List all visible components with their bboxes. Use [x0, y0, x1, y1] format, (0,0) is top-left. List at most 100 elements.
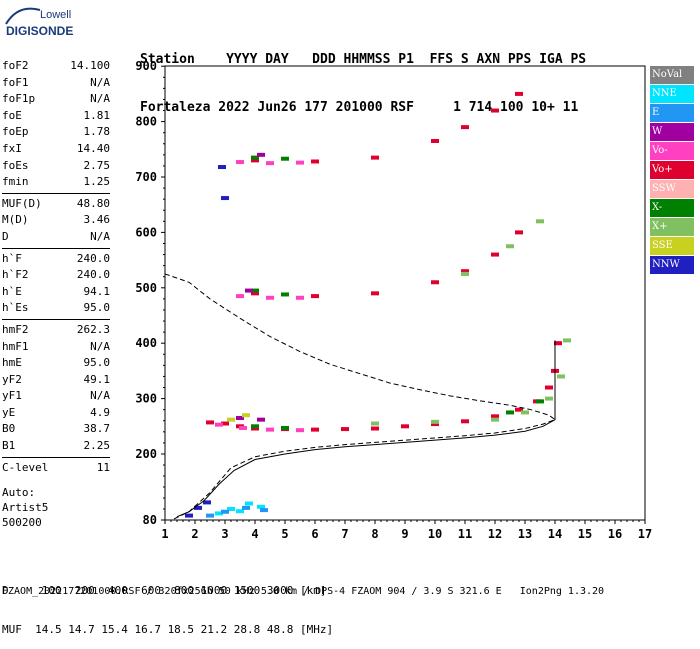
legend-item: Vo+ [650, 161, 694, 179]
echo-point [563, 338, 571, 343]
x-tick-label: 3 [221, 527, 228, 541]
x-tick-label: 16 [608, 527, 622, 541]
y-tick-label: 500 [135, 281, 157, 295]
echo-point [215, 511, 223, 516]
parameter-name: foF1 [2, 75, 29, 89]
artist-code: 500200 [2, 516, 42, 529]
echo-point [257, 417, 265, 422]
parameter-name: foEp [2, 125, 29, 139]
legend-item: NNE [650, 85, 694, 103]
parameter-name: foEs [2, 158, 29, 172]
echo-point [257, 152, 265, 157]
echo-point [251, 288, 259, 293]
echo-point [206, 420, 214, 425]
parameter-row: MUF(D) 48.80 [2, 196, 110, 213]
parameter-name: B1 [2, 439, 16, 453]
echo-point [461, 419, 469, 424]
echo-point [545, 396, 553, 401]
logo-arc-icon [5, 7, 41, 25]
echo-point [371, 421, 379, 426]
echo-point [206, 513, 214, 518]
echo-point [536, 399, 544, 404]
y-tick-label: 700 [135, 170, 157, 184]
echo-point [221, 421, 229, 426]
echo-point [215, 422, 223, 427]
station-header: Station YYYY DAY DDD HHMMSS P1 FFS S AXN… [140, 20, 586, 132]
parameter-name: foE [2, 108, 22, 122]
echo-point [311, 294, 319, 299]
parameter-value: 2.75 [83, 158, 111, 172]
parameter-row: foF1p N/A [2, 91, 110, 108]
echo-point [515, 91, 523, 96]
echo-point [245, 288, 253, 293]
distance-scale: D 100 200 400 600 800 1000 1500 3000 [km… [2, 584, 327, 597]
parameter-row: h`Es 95.0 [2, 300, 110, 317]
x-tick-label: 15 [578, 527, 592, 541]
legend-item: NNW [650, 256, 694, 274]
parameter-value: 95.0 [83, 301, 111, 315]
parameter-row: M(D) 3.46 [2, 212, 110, 229]
electron-density-profile [164, 273, 557, 520]
echo-point [401, 424, 409, 429]
x-tick-label: 14 [548, 527, 562, 541]
echo-point [236, 160, 244, 165]
echo-point [557, 374, 565, 379]
x-tick-label: 8 [371, 527, 378, 541]
echo-point [266, 161, 274, 166]
parameter-name: hmE [2, 356, 22, 370]
legend-item: NoVal [650, 66, 694, 84]
parameter-row: yF1 N/A [2, 388, 110, 405]
echo-point [281, 292, 289, 297]
echo-point [371, 426, 379, 431]
echo-point [227, 417, 235, 422]
logo-text-bottom: DIGISONDE [6, 24, 74, 38]
parameter-name: M(D) [2, 213, 29, 227]
parameter-row: B0 38.7 [2, 421, 110, 438]
x-tick-label: 13 [518, 527, 532, 541]
x-tick-label: 9 [401, 527, 408, 541]
parameter-row: foF2 14.100 [2, 58, 110, 75]
parameter-value: 240.0 [76, 268, 110, 282]
echo-point [491, 252, 499, 257]
echo-point [311, 427, 319, 432]
auto-label: Auto: [2, 486, 36, 499]
x-tick-label: 5 [281, 527, 288, 541]
parameter-value: 3.46 [83, 213, 111, 227]
parameter-value: 48.80 [76, 196, 110, 210]
echo-point [203, 500, 211, 505]
parameter-row: C-level 11 [2, 460, 110, 477]
echo-point [251, 291, 259, 296]
echo-point [236, 509, 244, 514]
parameter-value: 1.81 [83, 108, 111, 122]
parameter-name: h`F2 [2, 268, 29, 282]
parameter-panel: foF2 14.100 foF1 N/A foF1p N/A foE 1.81 foEp 1.78… [2, 58, 110, 476]
parameter-name: foF1p [2, 92, 36, 106]
y-tick-label: 800 [135, 115, 157, 129]
y-tick-label: 200 [135, 447, 157, 461]
parameter-value: 1.25 [83, 175, 111, 189]
echo-point [431, 419, 439, 424]
echo-point [239, 425, 247, 430]
parameter-value: N/A [90, 339, 110, 353]
echo-point [236, 415, 244, 420]
artist-version: Artist5 [2, 501, 49, 514]
parameter-name: C-level [2, 460, 49, 474]
autoscaling-info: Auto: Artist5 500200 [2, 485, 48, 530]
parameter-divider [2, 247, 110, 249]
echo-point [296, 428, 304, 433]
parameter-name: B0 [2, 422, 16, 436]
echo-point [521, 410, 529, 415]
echo-point [431, 138, 439, 143]
parameter-value: 11 [96, 460, 110, 474]
ionogram-chart: 1 2 3 4 5 6 7 8 9 10 11 12 13 14 15 16 17802003004005006… [135, 59, 652, 541]
parameter-row: h`F 240.0 [2, 251, 110, 268]
parameter-value: 1.78 [83, 125, 111, 139]
parameter-value: N/A [90, 92, 110, 106]
echo-point [245, 501, 253, 506]
true-height-profile [176, 340, 556, 518]
parameter-row: fmin 1.25 [2, 174, 110, 191]
echo-point [257, 504, 265, 509]
echo-point [491, 417, 499, 422]
x-tick-label: 7 [341, 527, 348, 541]
echo-point [515, 407, 523, 412]
